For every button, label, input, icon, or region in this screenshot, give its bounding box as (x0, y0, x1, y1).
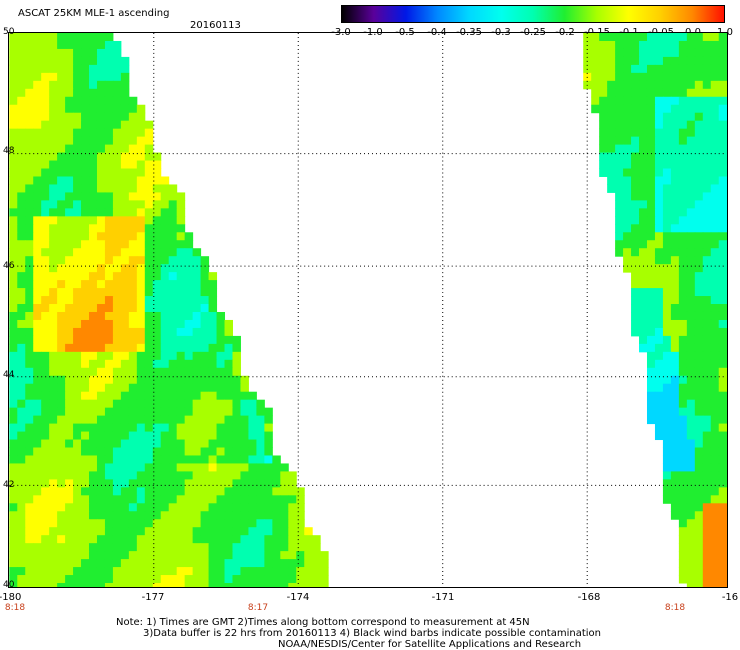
latitude-label: 50 (3, 27, 15, 37)
note-line-1: Note: 1) Times are GMT 2)Times along bot… (116, 617, 530, 628)
colorbar-gradient (342, 6, 724, 22)
product-title: ASCAT 25KM MLE-1 ascending (18, 8, 170, 19)
pass-time-label: 8:18 (4, 603, 26, 613)
longitude-label: -180 (0, 592, 22, 603)
scatterometer-map (8, 32, 728, 588)
latitude-label: 40 (3, 580, 15, 590)
pass-time-label: 8:17 (247, 603, 269, 613)
latitude-label: 46 (3, 261, 15, 271)
longitude-label: -177 (141, 592, 165, 603)
latitude-label: 42 (3, 480, 15, 490)
colorbar (341, 5, 725, 23)
longitude-label: -16 (721, 592, 739, 603)
product-date: 20160113 (190, 20, 241, 31)
latitude-label: 44 (3, 370, 15, 380)
right-swath (583, 33, 727, 587)
longitude-label: -171 (431, 592, 455, 603)
left-swath (9, 33, 329, 587)
pass-time-label: 8:18 (664, 603, 686, 613)
latitude-label: 48 (3, 146, 15, 156)
note-line-3: NOAA/NESDIS/Center for Satellite Applica… (278, 639, 582, 650)
graticule (9, 33, 727, 587)
longitude-label: -168 (577, 592, 601, 603)
note-line-2: 3)Data buffer is 22 hrs from 20160113 4)… (143, 628, 601, 639)
longitude-label: -174 (286, 592, 310, 603)
